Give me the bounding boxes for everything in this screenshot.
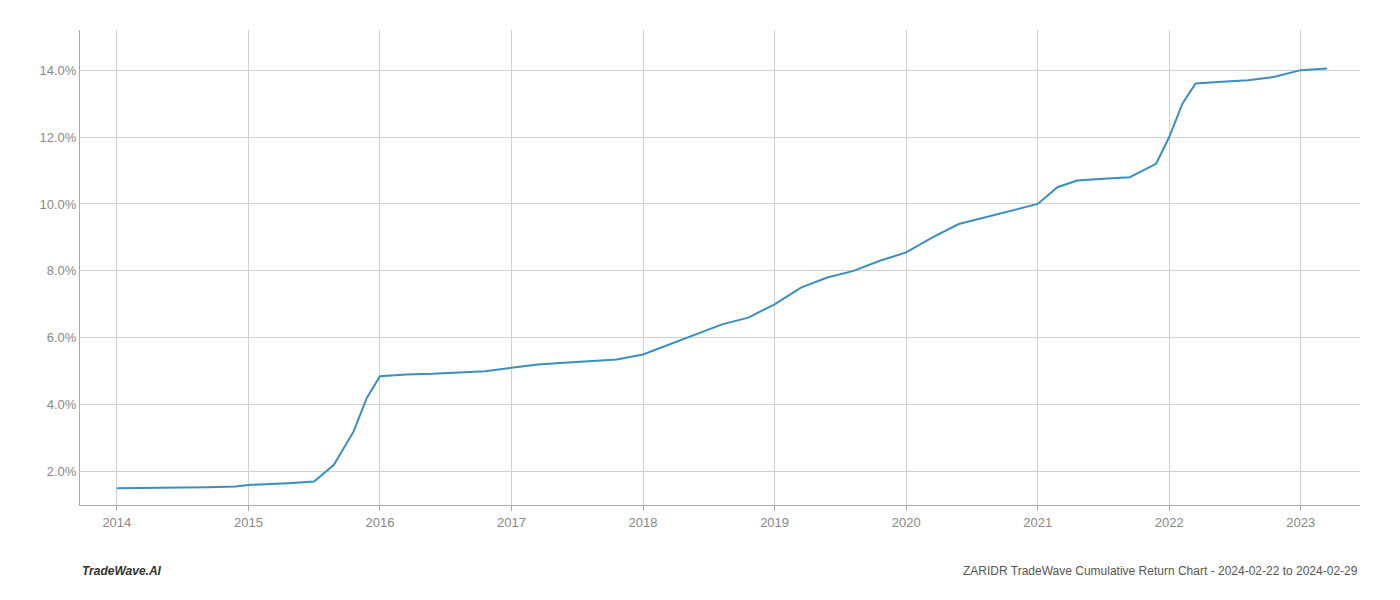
svg-text:2016: 2016 <box>365 515 394 530</box>
svg-text:2014: 2014 <box>102 515 131 530</box>
svg-text:2019: 2019 <box>760 515 789 530</box>
svg-text:10.0%: 10.0% <box>40 196 77 211</box>
svg-text:2.0%: 2.0% <box>47 464 77 479</box>
svg-text:4.0%: 4.0% <box>47 397 77 412</box>
svg-text:2023: 2023 <box>1286 515 1315 530</box>
svg-text:8.0%: 8.0% <box>47 263 77 278</box>
svg-text:2017: 2017 <box>497 515 526 530</box>
svg-text:2018: 2018 <box>629 515 658 530</box>
svg-text:14.0%: 14.0% <box>40 63 77 78</box>
svg-text:2020: 2020 <box>892 515 921 530</box>
svg-text:2015: 2015 <box>234 515 263 530</box>
svg-text:ZARIDR TradeWave Cumulative Re: ZARIDR TradeWave Cumulative Return Chart… <box>963 564 1358 578</box>
svg-text:2022: 2022 <box>1155 515 1184 530</box>
svg-text:TradeWave.AI: TradeWave.AI <box>82 564 162 578</box>
svg-text:6.0%: 6.0% <box>47 330 77 345</box>
svg-text:2021: 2021 <box>1023 515 1052 530</box>
svg-text:12.0%: 12.0% <box>40 130 77 145</box>
